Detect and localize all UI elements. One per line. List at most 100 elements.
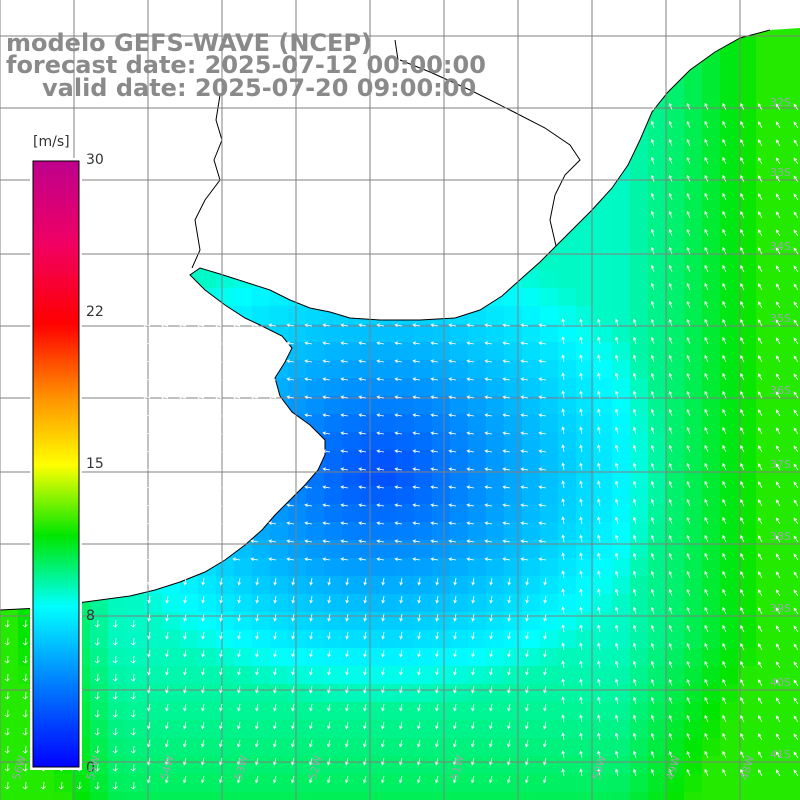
wind-arrow xyxy=(722,282,727,291)
colorbar-segment xyxy=(33,207,79,210)
wind-arrow xyxy=(740,373,745,381)
wind-arrow xyxy=(147,757,151,766)
wind-cell xyxy=(72,792,91,804)
wind-arrow xyxy=(142,395,151,400)
wind-cell xyxy=(504,450,523,469)
wind-arrow xyxy=(740,697,745,705)
colorbar-segment xyxy=(33,317,79,320)
colorbar-segment xyxy=(33,539,79,542)
wind-cell xyxy=(774,342,793,361)
wind-cell xyxy=(450,414,469,433)
wind-cell xyxy=(594,648,613,667)
wind-cell xyxy=(630,630,649,649)
wind-cell xyxy=(792,486,800,505)
wind-arrow xyxy=(722,768,727,777)
wind-cell xyxy=(414,684,433,703)
wind-cell xyxy=(792,36,800,55)
colorbar-segment xyxy=(33,427,79,430)
wind-cell xyxy=(648,774,667,793)
wind-cell xyxy=(432,666,451,685)
wind-cell xyxy=(702,684,721,703)
wind-arrow xyxy=(40,781,46,790)
wind-cell xyxy=(486,792,505,804)
wind-cell xyxy=(522,414,541,433)
wind-cell xyxy=(612,756,631,775)
wind-arrow xyxy=(520,323,529,328)
colorbar-segment xyxy=(33,387,79,390)
wind-arrows xyxy=(4,102,799,790)
wind-arrow xyxy=(232,377,241,382)
wind-cell xyxy=(324,468,343,487)
wind-arrow xyxy=(579,768,583,777)
wind-arrow xyxy=(399,703,403,712)
wind-cell xyxy=(144,738,163,757)
wind-cell xyxy=(630,198,649,217)
wind-arrow xyxy=(4,781,10,790)
wind-arrow xyxy=(309,649,313,658)
wind-cell xyxy=(486,720,505,739)
wind-cell xyxy=(720,666,739,685)
wind-arrow xyxy=(304,431,313,436)
wind-arrow xyxy=(502,359,511,364)
wind-cell xyxy=(522,342,541,361)
wind-cell xyxy=(396,414,415,433)
wind-cell xyxy=(792,396,800,415)
wind-cell xyxy=(738,612,757,631)
wind-arrow xyxy=(704,156,709,165)
wind-cell xyxy=(486,450,505,469)
wind-arrow xyxy=(775,535,781,543)
wind-cell xyxy=(756,36,775,55)
wind-arrow xyxy=(232,431,241,436)
wind-arrow xyxy=(615,678,619,687)
wind-cell xyxy=(702,252,721,271)
wind-arrow xyxy=(632,462,637,471)
wind-arrow xyxy=(775,499,781,507)
wind-arrow xyxy=(520,359,529,364)
wind-arrow xyxy=(147,595,151,604)
wind-cell xyxy=(216,738,235,757)
wind-arrow xyxy=(94,745,100,754)
wind-cell xyxy=(432,702,451,721)
wind-arrow xyxy=(579,624,583,633)
wind-arrow xyxy=(142,413,151,418)
wind-arrow xyxy=(615,552,619,561)
wind-cell xyxy=(252,774,271,793)
wind-cell xyxy=(702,270,721,289)
wind-cell xyxy=(342,414,361,433)
wind-arrow xyxy=(376,485,385,490)
wind-cell xyxy=(306,648,325,667)
wind-arrow xyxy=(722,372,727,381)
wind-cell xyxy=(468,756,487,775)
wind-arrow xyxy=(417,667,421,676)
wind-arrow xyxy=(740,391,745,399)
wind-arrow xyxy=(358,503,367,508)
wind-cell xyxy=(774,684,793,703)
colorbar-segment xyxy=(33,545,79,548)
wind-cell xyxy=(522,612,541,631)
wind-cell xyxy=(108,648,127,667)
wind-cell xyxy=(738,396,757,415)
wind-arrow xyxy=(412,431,421,436)
wind-arrow xyxy=(758,175,763,183)
wind-arrow xyxy=(775,517,781,525)
colorbar-segment xyxy=(33,245,79,248)
wind-arrow xyxy=(178,377,187,382)
wind-arrow xyxy=(160,521,169,526)
wind-arrow xyxy=(178,341,187,346)
wind-arrow xyxy=(520,341,529,346)
wind-arrow xyxy=(94,691,100,700)
wind-arrow xyxy=(722,714,727,723)
wind-cell xyxy=(540,540,559,559)
wind-arrow xyxy=(309,739,313,748)
wind-arrow xyxy=(489,613,493,622)
wind-cell xyxy=(504,522,523,541)
colorbar-segment xyxy=(33,645,79,648)
wind-arrow xyxy=(502,413,511,418)
colorbar-segment xyxy=(33,503,79,506)
wind-cell xyxy=(522,306,541,325)
wind-cell xyxy=(720,342,739,361)
wind-arrow xyxy=(214,413,223,418)
wind-arrow xyxy=(417,739,421,748)
colorbar-segment xyxy=(33,389,79,392)
wind-arrow xyxy=(147,667,151,676)
